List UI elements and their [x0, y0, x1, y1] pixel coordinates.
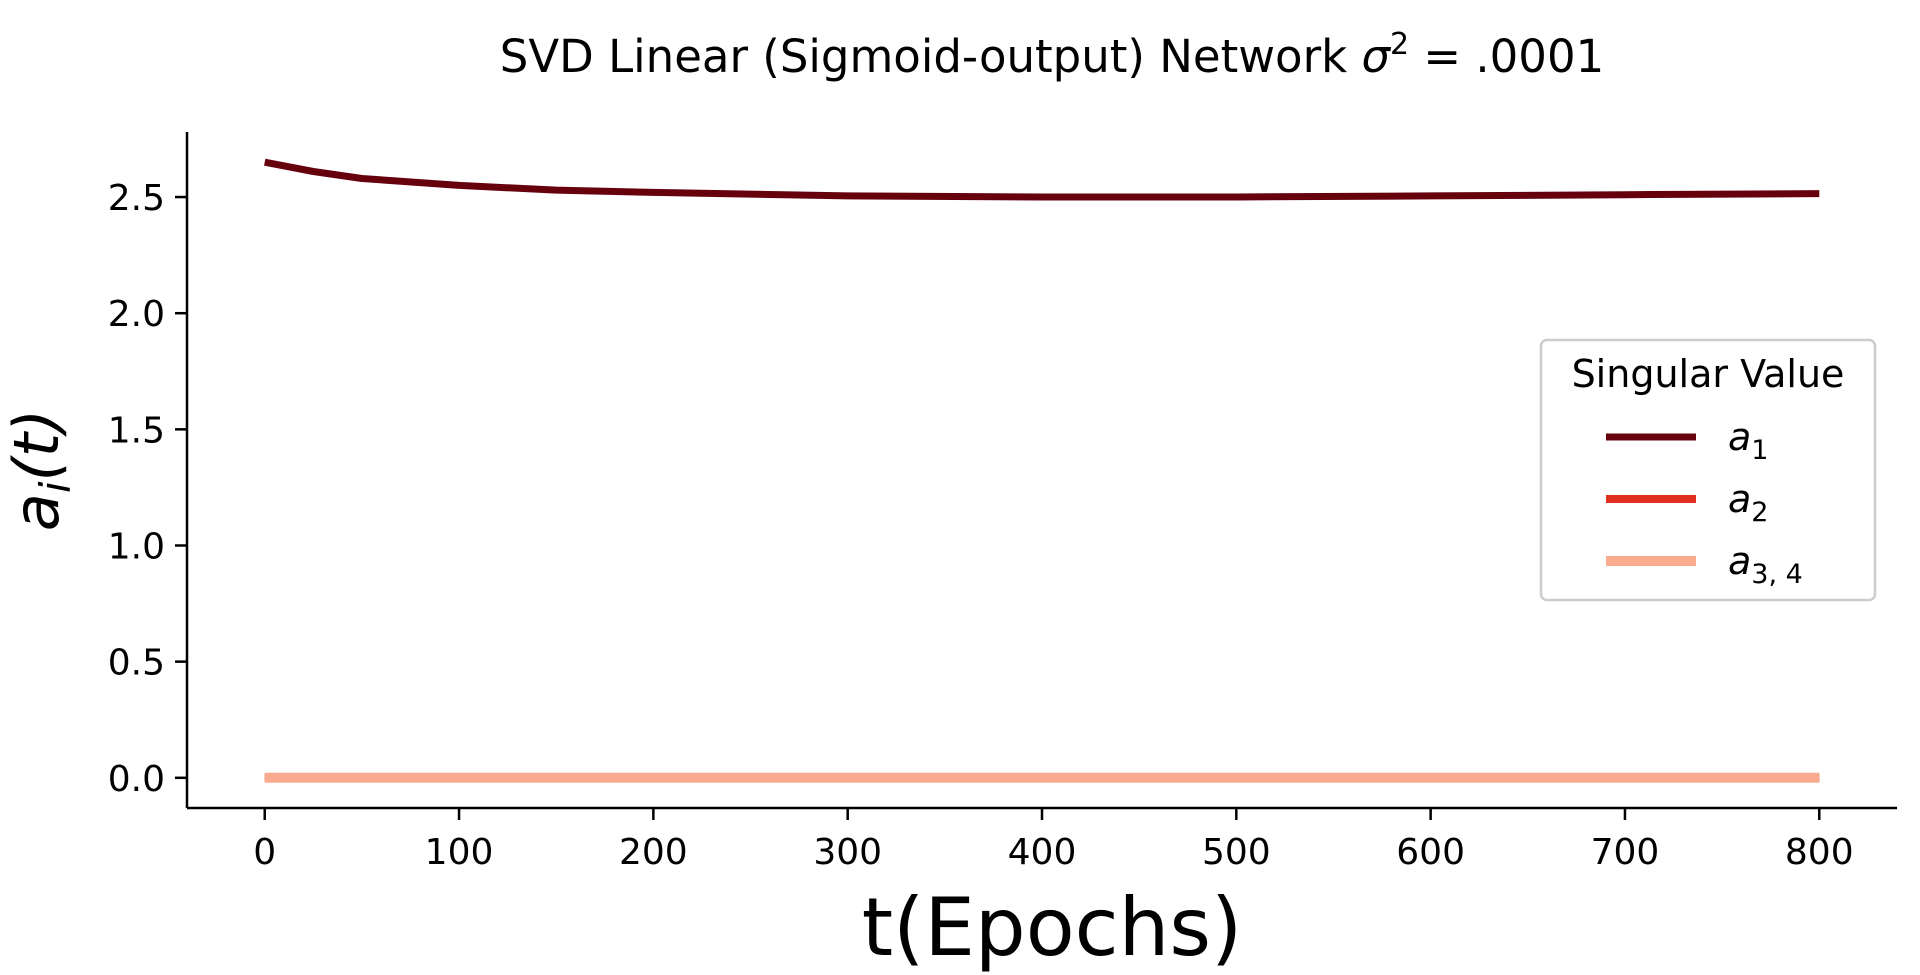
x-tick-label: 0	[253, 832, 276, 873]
series-line-1	[264, 158, 1820, 201]
legend-label-main: a	[1728, 415, 1751, 459]
x-tick-label: 600	[1396, 832, 1465, 873]
series-lines	[264, 158, 1820, 783]
legend-title: Singular Value	[1572, 352, 1845, 396]
x-axis-label: t(Epochs)	[862, 881, 1242, 974]
y-tick-label: 0.5	[108, 643, 165, 684]
legend-frame	[1539, 338, 1877, 602]
chart-title: SVD Linear (Sigmoid-output) Network σ2 =…	[500, 27, 1604, 83]
x-tick-label: 700	[1591, 832, 1660, 873]
chart-title-sup: 2	[1390, 27, 1409, 62]
y-axis-label-tail: (t)	[0, 409, 73, 482]
x-tick-label: 400	[1008, 832, 1077, 873]
y-ticks: 0.0 0.5 1.0 1.5 2.0 2.5	[108, 178, 187, 800]
x-tick-label: 200	[619, 832, 688, 873]
legend-label-2: a2	[1728, 477, 1768, 528]
y-tick-label: 1.5	[108, 410, 165, 451]
legend-label-3: a3, 4	[1728, 539, 1803, 590]
x-ticks: 0 100 200 300 400 500 600 700 800	[253, 808, 1854, 873]
y-axis-label-main: a	[0, 493, 73, 531]
x-tick-label: 800	[1785, 832, 1854, 873]
legend-label-main: a	[1728, 539, 1751, 583]
x-tick-label: 100	[425, 832, 494, 873]
legend-label-sub: 3, 4	[1751, 559, 1803, 590]
y-tick-label: 2.5	[108, 178, 165, 219]
y-axis-label: ai(t)	[0, 409, 80, 531]
y-tick-label: 2.0	[108, 294, 165, 335]
y-axis-label-sub: i	[31, 481, 80, 493]
chart-title-tail: = .0001	[1409, 30, 1604, 83]
y-tick-label: 0.0	[108, 759, 165, 800]
legend-label-1: a1	[1728, 415, 1768, 466]
y-tick-label: 1.0	[108, 526, 165, 567]
x-tick-label: 300	[813, 832, 882, 873]
legend-label-sub: 1	[1751, 435, 1768, 466]
chart-title-main: SVD Linear (Sigmoid-output) Network	[500, 30, 1362, 83]
legend-label-sub: 2	[1751, 497, 1768, 528]
x-tick-label: 500	[1202, 832, 1271, 873]
chart-title-symbol: σ	[1361, 30, 1391, 83]
legend-label-main: a	[1728, 477, 1751, 521]
